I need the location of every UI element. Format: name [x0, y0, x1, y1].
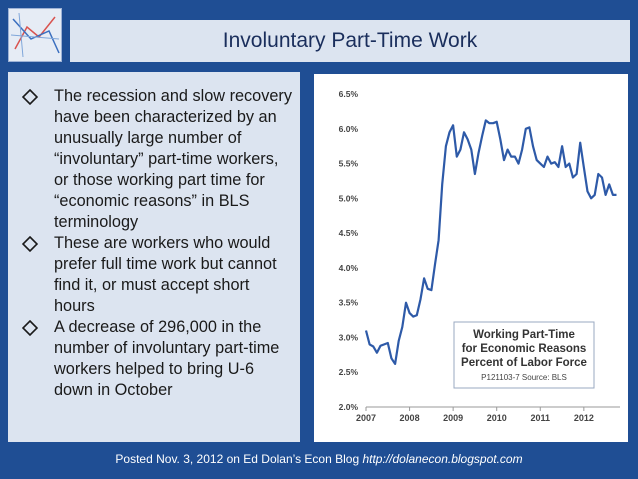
x-tick-label: 2008 — [400, 413, 420, 423]
slide-title: Involuntary Part-Time Work — [222, 29, 478, 52]
y-tick-label: 5.5% — [339, 159, 359, 169]
bullet-item: A decrease of 296,000 in the number of i… — [21, 317, 292, 401]
diamond-bullet-icon — [21, 88, 39, 106]
y-tick-label: 2.0% — [339, 402, 359, 412]
footer-url: http://dolanecon.blogspot.com — [362, 452, 523, 466]
line-chart: 6.5% 6.0% 5.5% 5.0% 4.5% 4.0% 3.5% 3.0% 2.5% 2.0%… — [339, 89, 620, 423]
y-axis: 6.5% 6.0% 5.5% 5.0% 4.5% 4.0% 3.5% 3.0% 2.5% 2.0% — [339, 89, 359, 412]
x-tick-label: 2012 — [574, 413, 594, 423]
y-tick-label: 6.0% — [339, 124, 359, 134]
y-tick-label: 2.5% — [339, 367, 359, 377]
chart-annotation-box: Working Part-Time for Economic Reasons P… — [453, 321, 595, 389]
y-tick-label: 6.5% — [339, 89, 359, 99]
chart-panel: 6.5% 6.0% 5.5% 5.0% 4.5% 4.0% 3.5% 3.0% 2.5% 2.0%… — [314, 74, 628, 442]
logo-graphic-icon — [9, 9, 61, 61]
annotation-line: Percent of Labor Force — [461, 357, 587, 369]
y-tick-label: 4.0% — [339, 263, 359, 273]
bullet-item: These are workers who would prefer full … — [21, 233, 292, 317]
y-tick-label: 4.5% — [339, 228, 359, 238]
blog-logo — [8, 8, 62, 62]
diamond-bullet-icon — [21, 235, 39, 253]
footer: Posted Nov. 3, 2012 on Ed Dolan’s Econ B… — [0, 452, 638, 472]
source-note: P121103-7 Source: BLS — [481, 373, 567, 382]
title-bar: Involuntary Part-Time Work — [70, 20, 630, 62]
series-line — [364, 119, 617, 365]
annotation-line: Working Part-Time — [473, 329, 575, 341]
bullet-panel: The recession and slow recovery have bee… — [8, 72, 300, 442]
x-tick-label: 2011 — [531, 413, 551, 423]
x-tick-label: 2010 — [487, 413, 507, 423]
x-tick-label: 2009 — [443, 413, 463, 423]
bullet-text: The recession and slow recovery have bee… — [54, 87, 292, 231]
y-tick-label: 3.5% — [339, 298, 359, 308]
diamond-bullet-icon — [21, 319, 39, 337]
series-layer — [364, 119, 617, 365]
footer-text: Posted Nov. 3, 2012 on Ed Dolan’s Econ B… — [115, 452, 360, 466]
y-tick-label: 5.0% — [339, 193, 359, 203]
x-axis: 2007 2008 2009 2010 2011 2012 — [356, 407, 594, 423]
x-tick-label: 2007 — [356, 413, 376, 423]
bullet-item: The recession and slow recovery have bee… — [21, 86, 292, 233]
bullet-text: A decrease of 296,000 in the number of i… — [54, 318, 280, 399]
y-tick-label: 3.0% — [339, 332, 359, 342]
bullet-text: These are workers who would prefer full … — [54, 234, 277, 315]
annotation-line: for Economic Reasons — [462, 343, 587, 355]
